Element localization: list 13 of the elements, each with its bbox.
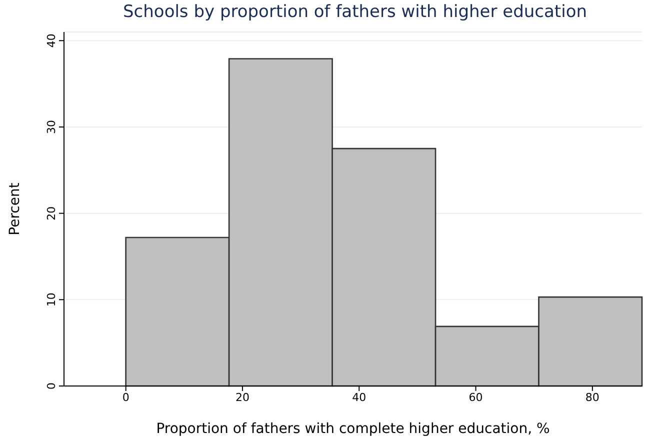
x-tick-label: 20 <box>235 390 250 404</box>
y-tick-label: 10 <box>45 292 58 307</box>
x-tick-label: 0 <box>122 390 130 404</box>
x-tick-label: 40 <box>352 390 366 404</box>
y-tick-label: 20 <box>45 206 58 220</box>
x-tick-label: 80 <box>585 390 600 404</box>
x-axis-title: Proportion of fathers with complete higher education, % <box>156 421 550 437</box>
chart-title: Schools by proportion of fathers with higher education <box>122 2 588 22</box>
y-axis-title: Percent <box>6 182 23 236</box>
y-tick-label: 30 <box>45 120 58 134</box>
y-tick-label: 0 <box>45 382 58 390</box>
y-tick-label: 40 <box>45 34 58 48</box>
x-tick-label: 60 <box>468 390 483 404</box>
